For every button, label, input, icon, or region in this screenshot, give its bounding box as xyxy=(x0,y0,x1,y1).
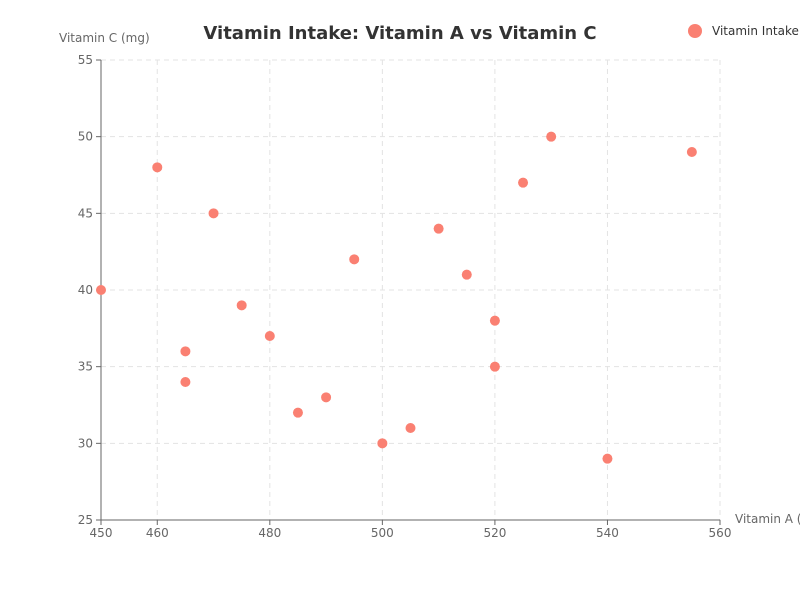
data-point[interactable] xyxy=(264,331,275,341)
y-axis-ticks: 25 30 35 40 45 50 55 xyxy=(78,53,101,527)
data-point[interactable] xyxy=(489,315,500,326)
y-tick-label: 35 xyxy=(78,360,93,374)
x-tick-label: 460 xyxy=(146,526,169,540)
data-point[interactable] xyxy=(236,300,247,311)
legend-label: Vitamin Intake xyxy=(712,24,799,38)
y-tick-label: 45 xyxy=(78,206,93,220)
x-tick-label: 500 xyxy=(371,526,394,540)
data-point[interactable] xyxy=(546,131,557,142)
chart-title: Vitamin Intake: Vitamin A vs Vitamin C xyxy=(203,23,596,44)
y-tick-label: 30 xyxy=(78,436,93,450)
y-tick-label: 25 xyxy=(78,513,93,527)
x-tick-label: 560 xyxy=(709,526,732,540)
data-point[interactable] xyxy=(180,377,191,387)
legend-marker xyxy=(688,24,702,38)
data-point[interactable] xyxy=(321,392,332,403)
data-point[interactable] xyxy=(208,208,219,219)
legend[interactable]: Vitamin Intake xyxy=(688,24,799,38)
y-tick-label: 55 xyxy=(78,53,93,67)
x-tick-label: 540 xyxy=(596,526,619,540)
data-point[interactable] xyxy=(461,269,472,280)
data-point[interactable] xyxy=(433,223,444,234)
data-point[interactable] xyxy=(96,285,106,295)
data-point[interactable] xyxy=(180,346,191,357)
data-point[interactable] xyxy=(349,254,360,265)
data-point[interactable] xyxy=(405,423,416,433)
data-point[interactable] xyxy=(686,147,697,157)
x-axis-ticks: 450 460 480 500 520 540 560 xyxy=(90,520,732,540)
y-tick-label: 40 xyxy=(78,283,93,297)
data-point[interactable] xyxy=(489,361,500,372)
x-tick-label: 520 xyxy=(483,526,506,540)
y-tick-label: 50 xyxy=(78,130,93,144)
data-points xyxy=(96,131,697,464)
data-point[interactable] xyxy=(377,438,388,449)
data-point[interactable] xyxy=(602,453,613,464)
x-axis-label: Vitamin A (mcg) xyxy=(735,512,800,526)
x-tick-label: 450 xyxy=(90,526,113,540)
y-axis-label: Vitamin C (mg) xyxy=(59,31,150,45)
data-point[interactable] xyxy=(518,177,529,188)
grid xyxy=(101,59,721,520)
data-point[interactable] xyxy=(152,162,163,173)
data-point[interactable] xyxy=(292,407,303,418)
x-tick-label: 480 xyxy=(258,526,281,540)
